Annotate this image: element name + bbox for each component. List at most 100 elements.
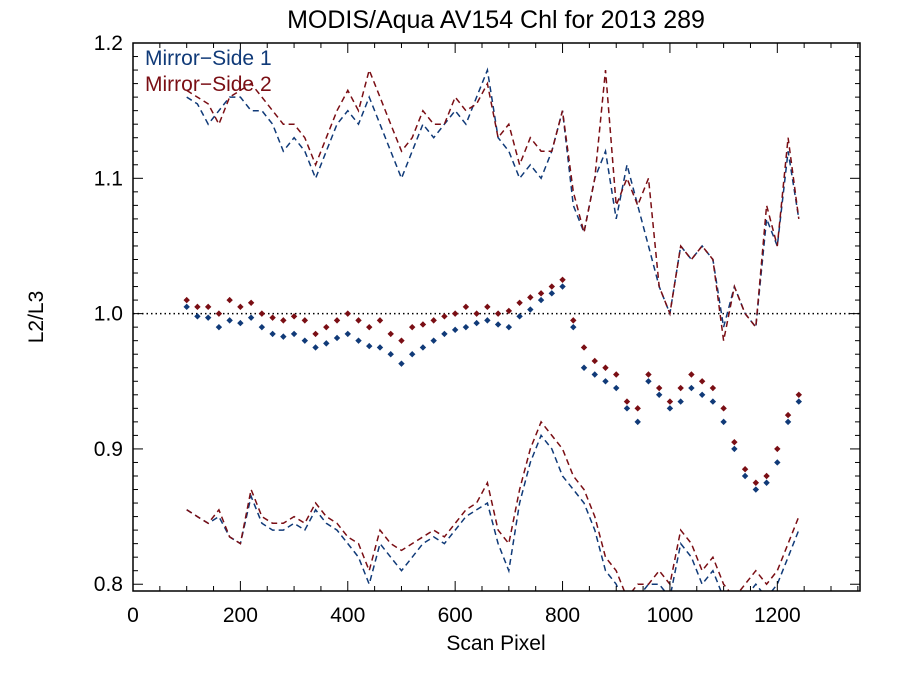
series-2-point: [441, 313, 448, 320]
series-2-point: [516, 299, 523, 306]
series-1-point: [280, 333, 287, 340]
plot-area: [133, 67, 860, 591]
y-axis-label: L2/L3: [25, 291, 48, 344]
series-2-point: [580, 344, 588, 351]
series-1-point: [795, 398, 802, 405]
series-2-point: [387, 330, 394, 338]
series-1-point: [570, 323, 577, 331]
series-1-point: [645, 378, 652, 385]
series-1-point: [688, 384, 695, 392]
y-tick-label: 0.8: [94, 573, 123, 596]
series-1-point: [462, 323, 470, 331]
series-2-point: [215, 310, 223, 317]
series-1-point: [290, 330, 298, 338]
series-2-point: [570, 317, 577, 324]
x-tick-label: 1200: [754, 604, 801, 627]
series-2-point: [623, 398, 631, 405]
legend-entry-series-2: Mirror−Side 2: [145, 73, 272, 96]
series-2-point: [398, 337, 405, 344]
series-1-point: [194, 313, 201, 320]
series-1-point: [247, 314, 255, 321]
y-tick-label: 1.0: [94, 303, 123, 326]
series-1-point: [387, 351, 394, 358]
series-1-point: [226, 317, 233, 324]
series-2-point: [527, 294, 534, 301]
x-tick-label: 200: [223, 604, 258, 627]
series-2-point: [226, 296, 233, 304]
series-1-point: [258, 323, 266, 331]
series-1-point: [774, 459, 781, 466]
series-2-point: [613, 371, 620, 378]
series-2-point: [451, 310, 459, 317]
series-2-point: [795, 391, 802, 399]
series-2-point: [462, 303, 470, 311]
series-1-point: [516, 313, 523, 320]
series-1-point: [698, 391, 706, 399]
series-2-point: [688, 371, 695, 378]
series-1-point: [204, 314, 212, 321]
series-1-point: [484, 317, 491, 324]
x-tick-label: 600: [438, 604, 473, 627]
series-2-point: [655, 384, 663, 392]
series-1-point: [580, 364, 588, 371]
series-2-point: [430, 317, 437, 324]
series-1-lower-band-line: [186, 433, 800, 591]
series-1-point: [312, 344, 319, 351]
series-1-point: [709, 398, 717, 405]
series-2-point: [537, 290, 545, 297]
series-2-point: [634, 405, 641, 412]
series-1-point: [731, 445, 738, 453]
series-1-point: [409, 351, 416, 358]
series-1-point: [237, 319, 244, 327]
series-2-point: [709, 384, 717, 392]
series-1-point: [602, 378, 609, 385]
series-1-point: [763, 479, 770, 486]
y-tick-label: 1.2: [94, 32, 123, 55]
series-1-point: [784, 418, 792, 426]
axes: 0 200 400 600 800 1000 1200 0.8 0.9 1.0 1.1 1.2: [94, 32, 861, 627]
series-2-point: [784, 411, 792, 419]
series-2-point: [774, 445, 781, 453]
series-1-point: [505, 323, 513, 331]
series-2-point: [237, 303, 244, 311]
series-1-point: [269, 330, 276, 338]
series-2-point: [258, 310, 266, 317]
chart-title: MODIS/Aqua AV154 Chl for 2013 289: [287, 6, 705, 34]
series-2-point: [698, 378, 706, 385]
series-2-point: [344, 310, 351, 317]
series-1-point: [537, 296, 545, 304]
series-2-point: [333, 317, 341, 324]
series-1-point: [183, 303, 190, 311]
x-axis-label: Scan Pixel: [446, 632, 545, 655]
series-2-point: [280, 317, 287, 324]
x-tick-label: 0: [127, 604, 139, 627]
series-1-point: [720, 418, 727, 426]
series-2-point: [194, 303, 201, 311]
series-2-point: [183, 296, 190, 304]
series-1-point: [215, 323, 223, 331]
series-1-point: [430, 337, 437, 344]
series-1-point: [613, 384, 620, 392]
series-1-point: [741, 472, 749, 480]
series-2-point: [720, 405, 727, 412]
series-2-point: [366, 323, 373, 331]
series-2-point: [591, 357, 598, 365]
plot-frame: [132, 42, 861, 592]
series-2-point: [355, 317, 362, 324]
series-1-point: [527, 306, 534, 313]
series-1-point: [451, 326, 459, 334]
series-1-point: [677, 398, 684, 405]
series-2-upper-band-line: [186, 67, 800, 341]
series-2-point: [505, 307, 513, 315]
series-1-point: [494, 321, 502, 328]
series-1-point: [398, 360, 405, 367]
series-2-point: [494, 310, 502, 317]
series-1-point: [441, 330, 448, 338]
series-2-point: [323, 323, 330, 331]
series-1-point: [666, 405, 674, 412]
series-2-point: [301, 317, 309, 324]
series-2-point: [731, 438, 738, 446]
series-2-point: [312, 330, 319, 338]
series-1-point: [301, 337, 309, 344]
